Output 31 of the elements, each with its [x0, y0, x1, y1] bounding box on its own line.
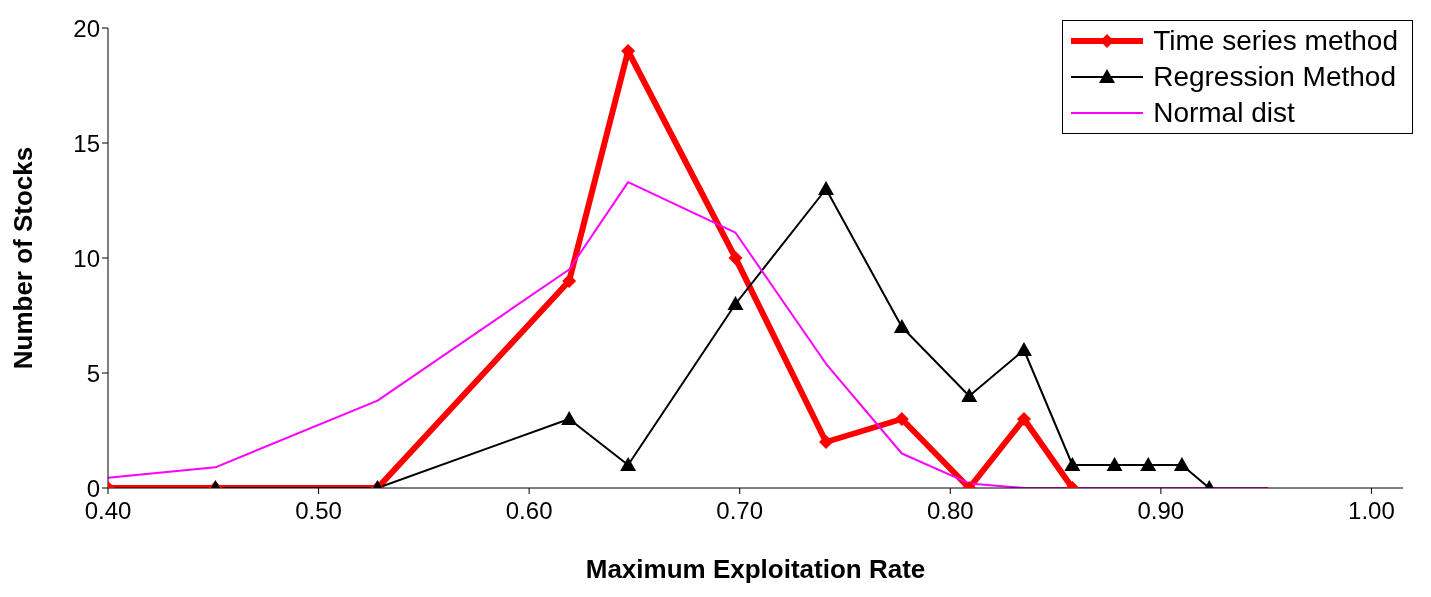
point	[620, 457, 637, 471]
point	[1015, 342, 1032, 356]
point	[818, 181, 835, 195]
point	[894, 412, 909, 426]
legend-label: Normal dist	[1153, 96, 1295, 130]
legend-label: Time series method	[1153, 24, 1398, 58]
x-tick-label: 0.90	[1137, 497, 1185, 525]
point	[1016, 412, 1031, 426]
point	[562, 274, 577, 288]
y-tick-label: 20	[73, 14, 100, 42]
y-axis-title: Number of Stocks	[8, 146, 39, 370]
point	[1140, 457, 1157, 471]
point	[728, 251, 743, 265]
x-tick-label: 0.60	[505, 497, 553, 525]
point	[893, 319, 910, 333]
y-tick-label: 15	[73, 129, 100, 157]
x-tick-label: 0.80	[926, 497, 974, 525]
point	[727, 296, 744, 310]
legend-label: Regression Method	[1153, 60, 1396, 94]
x-tick-label: 0.50	[295, 497, 342, 525]
point	[819, 435, 834, 449]
x-tick-label: 0.70	[716, 497, 764, 525]
x-axis-title: Maximum Exploitation Rate	[585, 554, 926, 584]
point	[1064, 457, 1081, 471]
point	[561, 411, 578, 425]
x-tick-label: 1.00	[1348, 497, 1395, 525]
y-tick-label: 5	[86, 359, 100, 387]
y-tick-label: 10	[73, 244, 100, 272]
point	[1173, 457, 1190, 471]
point	[961, 388, 978, 402]
point	[1106, 457, 1123, 471]
